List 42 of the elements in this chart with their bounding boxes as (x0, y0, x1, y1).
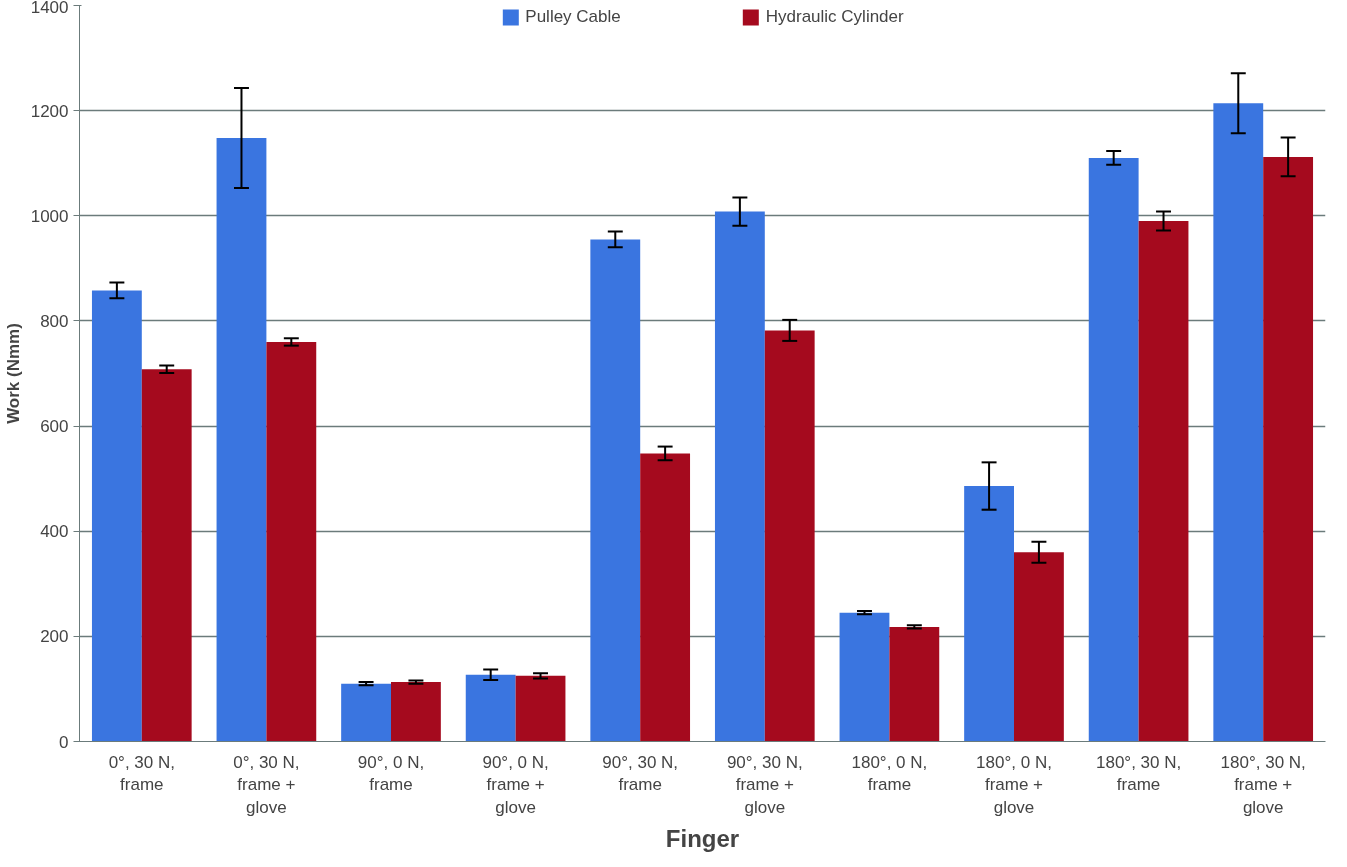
y-tick-label: 400 (40, 522, 69, 542)
bar (640, 453, 691, 742)
bar (590, 239, 641, 742)
x-tick-label: 0°, 30 N, frame + glove (233, 752, 300, 818)
x-tick-label: 90°, 0 N, frame (357, 752, 425, 795)
legend-label: Pulley Cable (525, 7, 621, 27)
bar (1088, 157, 1139, 742)
bar (964, 486, 1014, 742)
x-tick-label: 90°, 0 N, frame + glove (482, 752, 549, 818)
bar (141, 369, 192, 742)
legend-label: Hydraulic Cylinder (765, 7, 904, 27)
x-tick-label: 180°, 30 N, frame (1095, 752, 1182, 795)
bar (839, 612, 890, 742)
bar (465, 674, 516, 742)
x-tick-label: 180°, 30 N, frame + glove (1220, 752, 1306, 818)
bar (515, 675, 566, 742)
y-tick-label: 800 (40, 311, 69, 331)
bar (391, 682, 441, 742)
y-tick-label: 600 (40, 417, 69, 437)
bar (1014, 552, 1064, 742)
y-tick-label: 0 (59, 732, 69, 752)
y-tick-label: 1400 (30, 0, 69, 17)
y-tick-label: 1000 (30, 206, 69, 226)
bar (764, 330, 815, 742)
y-tick-label: 1200 (30, 101, 69, 121)
bar (889, 626, 940, 742)
bar (714, 211, 765, 742)
bar (216, 137, 267, 742)
x-tick-label: 180°, 0 N, frame + glove (976, 752, 1052, 818)
x-tick-label: 90°, 30 N, frame (602, 752, 679, 795)
x-tick-label: 0°, 30 N, frame (108, 752, 175, 795)
y-tick-label: 200 (40, 627, 69, 647)
bar (266, 341, 317, 742)
x-axis-title: Finger (665, 825, 740, 853)
bar (341, 683, 391, 742)
bar (91, 290, 142, 742)
bar (1213, 103, 1264, 742)
y-axis-title: Work (Nmm) (3, 323, 23, 424)
bar (1263, 156, 1314, 742)
x-tick-label: 180°, 0 N, frame (851, 752, 928, 795)
bar (1138, 221, 1189, 742)
x-tick-label: 90°, 30 N, frame + glove (726, 752, 803, 818)
